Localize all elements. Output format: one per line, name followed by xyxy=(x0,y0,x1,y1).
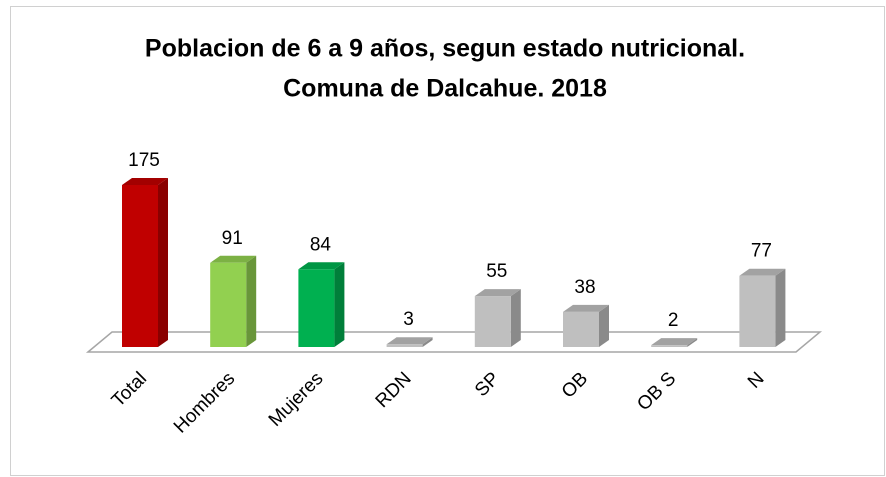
bar-top xyxy=(122,178,168,185)
chart-title: Comuna de Dalcahue. 2018 xyxy=(283,75,607,103)
data-label: 84 xyxy=(310,234,332,255)
bar-front xyxy=(122,185,158,347)
bar-side xyxy=(334,262,345,347)
data-label: 55 xyxy=(486,261,507,282)
bar-top xyxy=(474,289,521,297)
bar-top xyxy=(386,337,433,345)
data-label: 3 xyxy=(403,309,414,330)
bar-top xyxy=(739,268,786,276)
bar-front xyxy=(210,262,247,347)
bar-front xyxy=(563,311,599,347)
data-label: 38 xyxy=(574,277,595,298)
bar-side xyxy=(422,337,433,347)
bar-front xyxy=(386,344,423,347)
bar-front xyxy=(298,269,335,347)
floor xyxy=(85,331,823,353)
bar-front xyxy=(474,296,511,347)
data-label: 175 xyxy=(128,150,160,171)
bar xyxy=(210,255,257,347)
bar xyxy=(739,268,786,347)
bar xyxy=(474,289,521,347)
data-label: 91 xyxy=(222,228,243,249)
bar-front xyxy=(739,275,776,347)
bar xyxy=(386,337,433,347)
bar-top xyxy=(651,338,698,346)
bar-top xyxy=(210,255,257,263)
bar-side xyxy=(599,304,609,347)
bar-side xyxy=(158,178,168,347)
bar-front xyxy=(651,345,688,347)
bar-side xyxy=(687,338,698,347)
bar-top xyxy=(298,262,345,270)
bar xyxy=(651,338,698,347)
data-label: 2 xyxy=(668,310,679,331)
chart-title: Poblacion de 6 a 9 años, segun estado nu… xyxy=(145,35,745,63)
bar-side xyxy=(510,289,521,347)
bar xyxy=(122,178,168,347)
bar-side xyxy=(246,255,257,347)
bar-top xyxy=(563,304,609,312)
bar-side xyxy=(775,268,786,347)
bar xyxy=(563,304,609,347)
bar xyxy=(298,262,345,347)
data-label: 77 xyxy=(751,241,772,262)
